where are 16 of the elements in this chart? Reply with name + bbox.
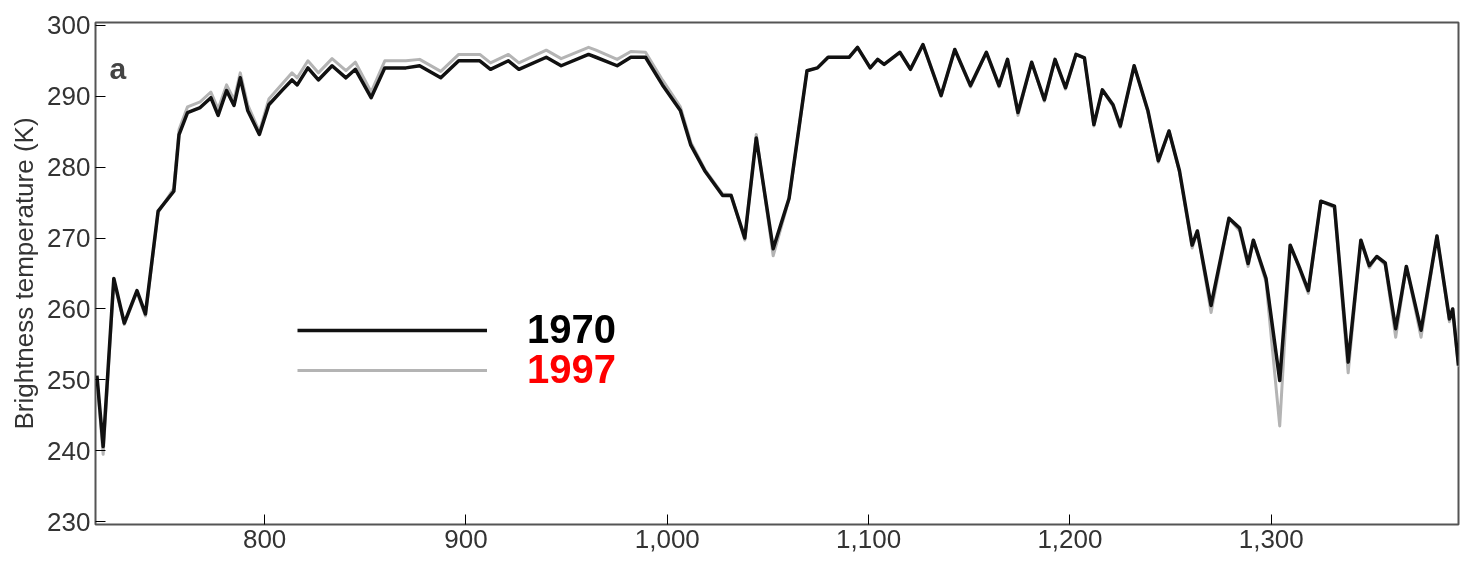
y-tick-label: 250 (47, 364, 91, 395)
x-tick-label: 1,200 (1037, 523, 1103, 554)
y-axis-title: Brightness temperature (K) (9, 117, 40, 430)
y-tick-label: 260 (47, 293, 91, 324)
x-tick-label: 1,000 (634, 523, 700, 554)
x-tick-label: 1,100 (836, 523, 902, 554)
x-tick-label: 1,300 (1238, 523, 1304, 554)
x-tick-label: 900 (444, 523, 488, 554)
y-tick-label: 300 (47, 10, 91, 41)
annotation: a (109, 51, 127, 85)
y-tick-label: 280 (47, 152, 91, 183)
y-tick-label: 270 (47, 223, 91, 254)
x-tick-label: 800 (242, 523, 287, 554)
y-tick-label: 290 (47, 81, 91, 112)
y-tick-label: 230 (47, 506, 91, 537)
y-tick-label: 240 (47, 435, 91, 466)
